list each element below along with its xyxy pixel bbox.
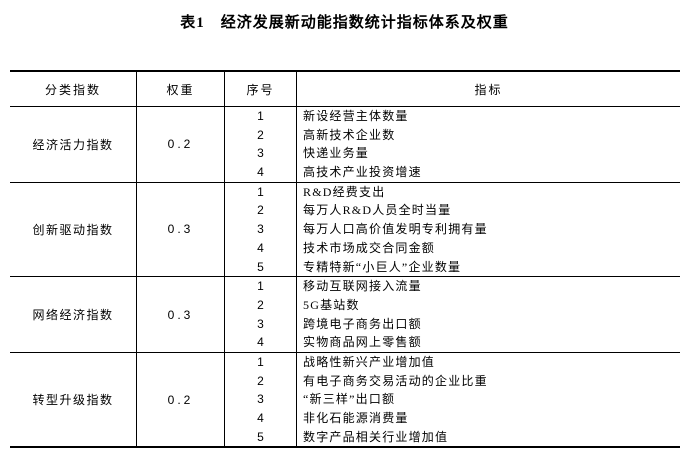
seq-number: 1 [257,279,264,294]
indicator-cell: 新设经营主体数量 高新技术企业数 快递业务量高技术产业投资增速 [297,107,680,182]
indicator-label: R&D经费支出 [303,184,386,199]
indicator-cell: 战略性新兴产业增加值有电子商务交易活动的企业比重 “新三样”出口额 非化石能源消费量… [297,353,680,446]
table-body: 经济活力指数 0.2 1 2 3 4 新设经营主体数量 高新技术企业数 快递业务量高技术产业投资… [10,107,680,447]
seq-cell: 1 2 3 4 5 [225,182,297,277]
weight-value: 0.3 [167,222,194,237]
seq-number: 4 [257,335,264,350]
category-label: 转型升级指数 [32,393,114,408]
seq-number: 2 [257,203,264,218]
seq-number: 2 [257,127,264,142]
category-cell: 创新驱动指数 [10,182,137,277]
seq-number: 3 [257,316,264,331]
indicator-label: 5G基站数 [303,297,360,312]
indicator-label: “新三样”出口额 [303,392,396,407]
seq-cell: 1 2 3 4 5 [225,352,297,447]
indicator-label: 每万人口高价值发明专利拥有量 [303,222,488,237]
seq-number: 1 [257,184,264,199]
weight-cell: 0.3 [137,277,225,352]
category-cell: 经济活力指数 [10,107,137,182]
weight-cell: 0.2 [137,107,225,182]
weight-value: 0.2 [167,137,194,152]
indicator-weight-table: 分类指数 权重 序号 指标 经济活力指数 0.2 1 2 3 4 新设经营主体数量 高新技术企… [10,70,680,449]
seq-cell: 1 2 3 4 [225,107,297,182]
indicator-label: 非化石能源消费量 [303,411,409,425]
indicator-cell: R&D经费支出每万人R&D人员全时当量每万人口高价值发明专利拥有量 技术市场成交合… [297,183,680,276]
seq-number: 3 [257,222,264,237]
indicator-label: 专精特新“小巨人”企业数量 [303,259,462,274]
table-row: 网络经济指数 0.3 1 2 3 4 移动互联网接入流量 5G基站数跨境电子商务出口额 实物商品… [10,277,680,353]
seq-number: 3 [257,392,264,407]
indicator-label: 有电子商务交易活动的企业比重 [303,373,488,388]
seq-number: 2 [257,373,264,388]
weight-cell: 0.3 [137,182,225,277]
indicator-label: 移动互联网接入流量 [303,279,422,294]
indicator-label: 技术市场成交合同金额 [303,240,436,255]
table-row: 经济活力指数 0.2 1 2 3 4 新设经营主体数量 高新技术企业数 快递业务量高技术产业投资… [10,107,680,183]
category-label: 创新驱动指数 [32,222,114,237]
seq-number: 5 [257,429,264,444]
seq-number: 1 [257,109,264,123]
seq-number: 4 [257,240,264,255]
indicator-label: 高新技术企业数 [303,127,396,142]
header-category: 分类指数 [10,72,137,106]
seq-number: 2 [257,297,264,312]
table-title: 表1 经济发展新动能指数统计指标体系及权重 [180,15,509,31]
indicator-cell: 移动互联网接入流量 5G基站数跨境电子商务出口额 实物商品网上零售额 [297,277,680,352]
seq-number: 3 [257,146,264,161]
indicator-label: 实物商品网上零售额 [303,335,422,350]
category-cell: 转型升级指数 [10,352,137,447]
seq-cell: 1 2 3 4 [225,277,297,352]
seq-number: 4 [257,165,264,180]
weight-value: 0.3 [167,307,194,322]
indicator-label: 跨境电子商务出口额 [303,316,422,331]
header-seq: 序号 [225,72,297,106]
indicator-label: 每万人R&D人员全时当量 [303,203,452,218]
seq-number: 1 [257,354,264,369]
weight-value: 0.2 [167,392,194,407]
weight-cell: 0.2 [137,352,225,447]
category-cell: 网络经济指数 [10,277,137,352]
header-indicator: 指标 [474,82,503,97]
table-row: 创新驱动指数 0.3 1 2 3 4 5 R&D经费支出每万人R&D人员全时当量每万人口高价值… [10,182,680,278]
seq-number: 4 [257,411,264,425]
indicator-label: 新设经营主体数量 [303,109,409,123]
indicator-label: 数字产品相关行业增加值 [303,429,449,444]
indicator-label: 高技术产业投资增速 [303,165,422,180]
indicator-label: 战略性新兴产业增加值 [303,354,436,369]
category-label: 网络经济指数 [32,308,114,323]
table-header-row: 分类指数 权重 序号 指标 [10,72,680,107]
category-label: 经济活力指数 [32,137,114,152]
header-weight: 权重 [137,72,225,106]
seq-number: 5 [257,259,264,274]
table-row: 转型升级指数 0.2 1 2 3 4 5 战略性新兴产业增加值有电子商务交易活动的企业比重 “新… [10,352,680,447]
indicator-label: 快递业务量 [303,146,370,161]
